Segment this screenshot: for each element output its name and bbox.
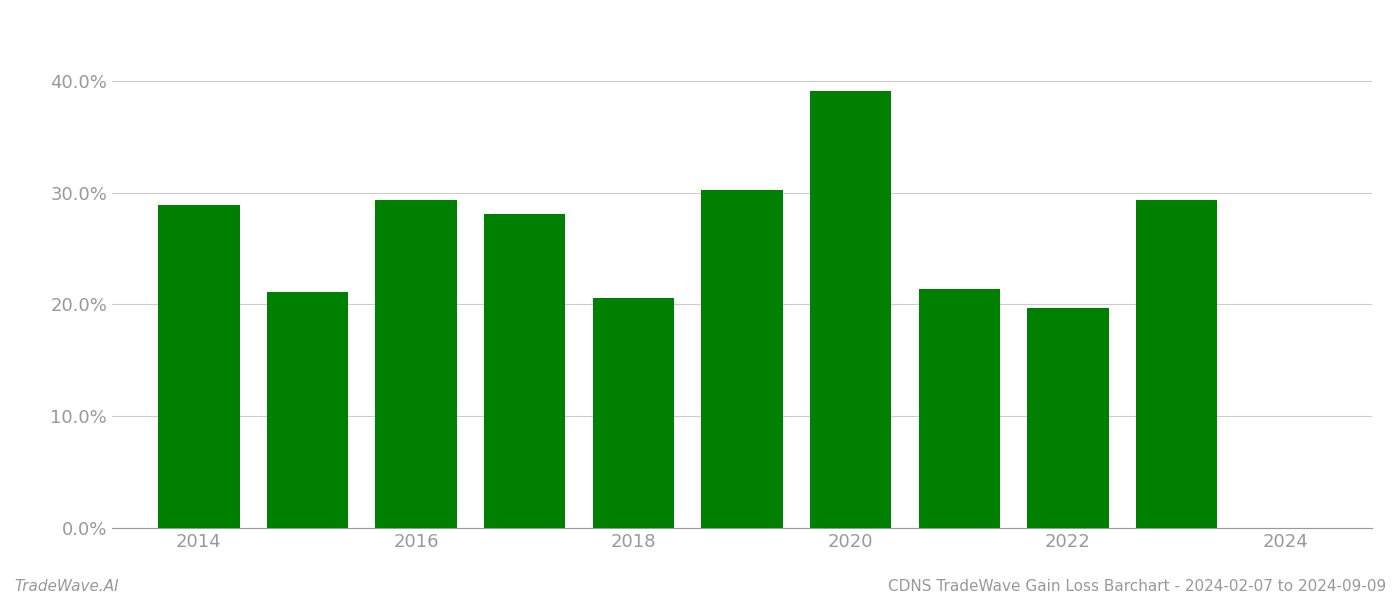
Bar: [1135, 200, 1217, 528]
Bar: [592, 298, 675, 528]
Bar: [701, 190, 783, 528]
Bar: [1028, 308, 1109, 528]
Bar: [375, 200, 456, 528]
Bar: [267, 292, 349, 528]
Text: TradeWave.AI: TradeWave.AI: [14, 579, 119, 594]
Bar: [809, 91, 892, 528]
Bar: [918, 289, 1000, 528]
Text: CDNS TradeWave Gain Loss Barchart - 2024-02-07 to 2024-09-09: CDNS TradeWave Gain Loss Barchart - 2024…: [888, 579, 1386, 594]
Bar: [484, 214, 566, 528]
Bar: [158, 205, 239, 528]
